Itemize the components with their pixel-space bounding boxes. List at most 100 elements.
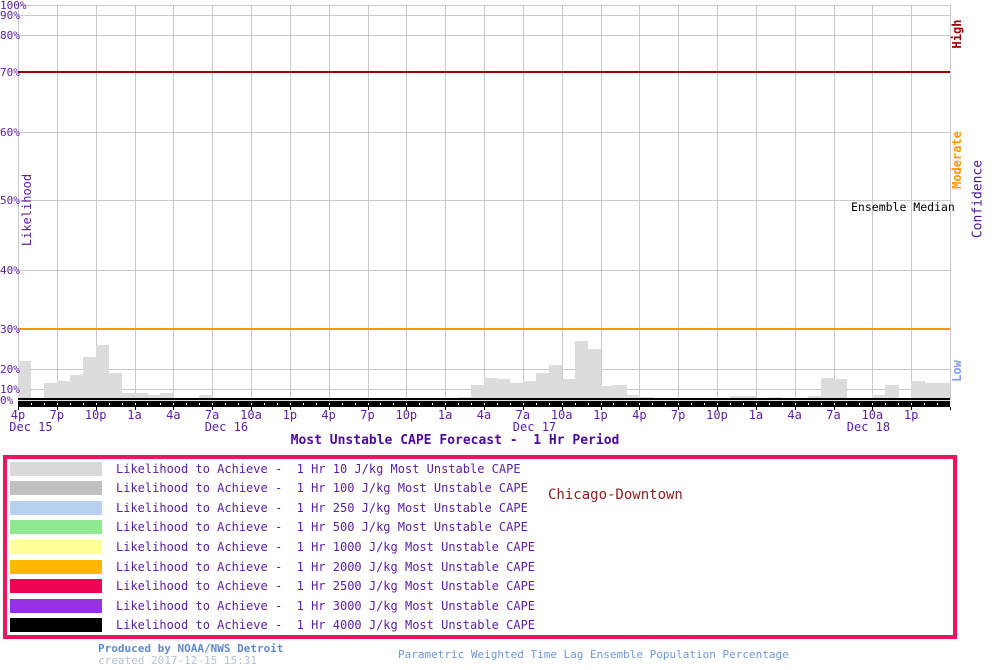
right-axis-label: Confidence — [970, 159, 986, 239]
hour-tick — [626, 403, 628, 405]
hour-tick — [328, 403, 330, 405]
x-tick-label: 10p — [84, 408, 107, 422]
hour-tick — [704, 403, 706, 405]
hour-tick — [56, 403, 58, 405]
likelihood-bar — [484, 378, 498, 401]
hour-tick — [341, 403, 343, 405]
hour-tick — [496, 403, 498, 405]
likelihood-bar — [587, 349, 601, 401]
footer-produced-by: Produced by NOAA/NWS Detroit — [98, 642, 284, 655]
hour-tick — [30, 403, 32, 405]
legend-label: Likelihood to Achieve - 1 Hr 500 J/kg Mo… — [116, 520, 528, 535]
likelihood-bar — [160, 393, 174, 401]
hour-tick — [794, 403, 796, 405]
likelihood-bar — [574, 341, 588, 401]
hour-tick — [807, 403, 809, 405]
hour-tick — [471, 403, 473, 405]
y-tick-label: 60% — [0, 126, 20, 139]
legend-swatch — [10, 500, 102, 515]
hour-tick — [354, 403, 356, 405]
likelihood-bar — [108, 373, 122, 401]
legend-label: Likelihood to Achieve - 1 Hr 4000 J/kg M… — [116, 618, 536, 633]
legend-swatch — [10, 598, 102, 613]
likelihood-bar — [147, 394, 161, 401]
x-tick-label: 1p — [282, 408, 298, 422]
x-tick-label: 1a — [748, 408, 764, 422]
legend-swatch — [10, 579, 102, 594]
hour-tick — [276, 403, 278, 405]
hour-tick — [561, 403, 563, 405]
likelihood-bar — [626, 394, 640, 401]
three-hour-tick — [406, 407, 408, 410]
hour-tick — [574, 403, 576, 405]
legend-item: Likelihood to Achieve - 1 Hr 2000 J/kg M… — [7, 557, 953, 576]
hour-tick — [937, 403, 939, 405]
gridline-vertical — [134, 5, 136, 400]
likelihood-bar — [937, 383, 951, 401]
three-hour-tick — [833, 407, 835, 410]
y-tick-label: 70% — [0, 66, 20, 79]
hour-tick — [160, 403, 162, 405]
hour-tick — [820, 403, 822, 405]
y-tick-label: 30% — [0, 323, 20, 336]
y-tick-label: 80% — [0, 29, 20, 42]
legend-label: Likelihood to Achieve - 1 Hr 2000 J/kg M… — [116, 559, 536, 574]
hour-tick — [289, 403, 291, 405]
likelihood-bar — [561, 379, 575, 401]
likelihood-bar — [134, 393, 148, 401]
likelihood-bar — [911, 381, 925, 401]
confidence-threshold-line — [18, 71, 950, 73]
three-hour-tick — [872, 407, 874, 410]
gridline-vertical — [173, 5, 175, 400]
likelihood-bar — [82, 357, 97, 401]
hour-tick — [393, 403, 395, 405]
hour-tick — [833, 403, 835, 405]
gridline-horizontal — [18, 200, 950, 201]
three-hour-tick — [484, 407, 485, 410]
likelihood-bar — [885, 385, 899, 401]
hour-tick — [134, 403, 136, 405]
hour-tick — [432, 403, 434, 405]
hour-tick — [652, 403, 654, 405]
gridline-vertical — [717, 5, 718, 400]
three-hour-tick — [251, 407, 252, 410]
hour-tick — [898, 403, 900, 405]
gridline-vertical — [639, 5, 641, 400]
gridline-horizontal — [18, 15, 950, 16]
legend-item: Likelihood to Achieve - 1 Hr 1000 J/kg M… — [7, 537, 953, 556]
three-hour-tick — [561, 407, 563, 410]
hour-tick — [742, 403, 744, 405]
gridline-vertical — [445, 5, 447, 400]
three-hour-tick — [56, 407, 58, 410]
three-hour-tick — [678, 407, 680, 410]
ensemble-median-annotation: Ensemble Median — [851, 200, 955, 214]
x-tick-label: 10a — [240, 408, 262, 422]
hour-tick — [911, 403, 913, 405]
hour-tick — [82, 403, 84, 405]
hour-tick — [781, 403, 783, 405]
hour-tick — [768, 403, 770, 405]
gridline-vertical — [950, 5, 951, 400]
x-tick-label: 1p — [593, 408, 608, 422]
three-hour-tick — [522, 407, 524, 410]
hour-tick — [522, 403, 524, 405]
hour-tick — [548, 403, 550, 405]
hour-tick — [535, 403, 537, 405]
hour-tick — [717, 403, 718, 405]
gridline-horizontal — [18, 35, 950, 36]
three-hour-tick — [367, 407, 369, 410]
three-hour-tick — [950, 407, 951, 410]
y-tick-label: 100% — [0, 0, 27, 12]
legend-swatch — [10, 461, 102, 476]
three-hour-tick — [328, 407, 330, 410]
hour-tick — [225, 403, 227, 405]
x-tick-label: 10a — [550, 408, 573, 422]
chart-plot-area — [18, 5, 951, 410]
hour-tick — [678, 403, 680, 405]
legend-item: Likelihood to Achieve - 1 Hr 100 J/kg Mo… — [7, 479, 953, 498]
likelihood-bar — [820, 378, 834, 401]
likelihood-bar — [613, 385, 627, 401]
hour-tick — [199, 403, 201, 405]
legend-swatch — [10, 539, 102, 554]
